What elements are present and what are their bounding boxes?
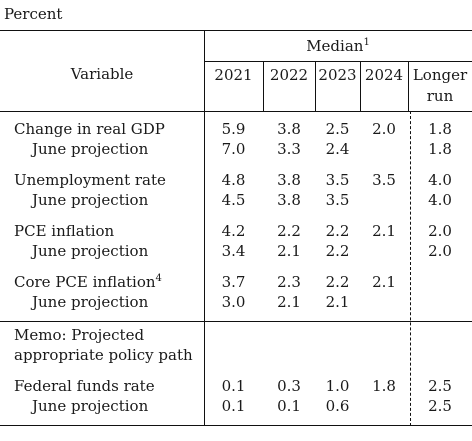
- label-column-divider: [204, 30, 205, 426]
- variable-column-header: Variable: [70, 65, 134, 83]
- cell-pce-2023: 2.2: [325, 222, 350, 240]
- core-pce-footnote-marker: 4: [155, 273, 162, 284]
- cell-pce-2024: 2.1: [372, 222, 396, 240]
- cell-real-gdp-june-2021: 7.0: [221, 140, 246, 158]
- cell-unemployment-2023: 3.5: [325, 171, 350, 189]
- cell-unemployment-june-2023: 3.5: [325, 191, 350, 209]
- row-label-pce-june: June projection: [32, 242, 149, 260]
- year-header-2022: 2022: [269, 66, 309, 84]
- row-label-fed-funds-june: June projection: [32, 397, 149, 415]
- cell-fed-funds-longer-run: 2.5: [428, 377, 452, 395]
- cell-fed-funds-2023: 1.0: [325, 377, 350, 395]
- row-label-real-gdp-june: June projection: [32, 140, 149, 158]
- cell-unemployment-june-2021: 4.5: [221, 191, 246, 209]
- row-label-federal-funds-rate: Federal funds rate: [14, 377, 155, 395]
- cell-fed-funds-june-2021: 0.1: [221, 397, 246, 415]
- cell-pce-june-2022: 2.1: [277, 242, 301, 260]
- row-label-core-pce: Core PCE inflation4: [14, 273, 162, 292]
- cell-real-gdp-2021: 5.9: [221, 120, 246, 138]
- cell-pce-june-2021: 3.4: [221, 242, 246, 260]
- longer-run-header-line2: run: [426, 87, 454, 105]
- col-divider-2022-2023: [315, 61, 316, 111]
- cell-fed-funds-june-2022: 0.1: [277, 397, 301, 415]
- cell-pce-june-longer-run: 2.0: [428, 242, 452, 260]
- cell-real-gdp-june-2022: 3.3: [277, 140, 301, 158]
- cell-unemployment-longer-run: 4.0: [428, 171, 452, 189]
- median-header-text: Median: [306, 37, 364, 55]
- projections-table: [0, 30, 472, 426]
- cell-real-gdp-2023: 2.5: [325, 120, 350, 138]
- cell-core-pce-june-2023: 2.1: [325, 293, 350, 311]
- cell-unemployment-june-longer-run: 4.0: [428, 191, 452, 209]
- cell-core-pce-2024: 2.1: [372, 273, 396, 291]
- cell-real-gdp-longer-run: 1.8: [428, 120, 452, 138]
- cell-pce-longer-run: 2.0: [428, 222, 452, 240]
- header-bottom-rule: [0, 111, 472, 112]
- cell-real-gdp-2022: 3.8: [277, 120, 301, 138]
- longer-run-header-line1: Longer: [412, 66, 468, 84]
- year-header-2023: 2023: [318, 66, 357, 84]
- memo-top-rule: [0, 321, 472, 322]
- cell-fed-funds-2021: 0.1: [221, 377, 246, 395]
- cell-pce-2021: 4.2: [221, 222, 246, 240]
- row-label-pce-inflation: PCE inflation: [14, 222, 115, 240]
- memo-label-line1: Memo: Projected: [14, 326, 145, 344]
- row-label-unemployment-june: June projection: [32, 191, 149, 209]
- cell-unemployment-2022: 3.8: [277, 171, 301, 189]
- cell-core-pce-june-2021: 3.0: [221, 293, 246, 311]
- cell-unemployment-2021: 4.8: [221, 171, 246, 189]
- cell-pce-june-2023: 2.2: [325, 242, 350, 260]
- memo-label-line2: appropriate policy path: [14, 346, 193, 364]
- cell-core-pce-2021: 3.7: [221, 273, 246, 291]
- col-divider-2024-longer: [408, 61, 409, 111]
- cell-core-pce-2023: 2.2: [325, 273, 350, 291]
- cell-real-gdp-june-2023: 2.4: [325, 140, 350, 158]
- col-divider-2021-2022: [263, 61, 264, 111]
- cell-fed-funds-june-2023: 0.6: [325, 397, 350, 415]
- longer-run-dashed-divider: [410, 111, 411, 426]
- unit-label: Percent: [4, 5, 63, 23]
- cell-unemployment-2024: 3.5: [372, 171, 396, 189]
- cell-pce-2022: 2.2: [277, 222, 301, 240]
- cell-core-pce-june-2022: 2.1: [277, 293, 301, 311]
- cell-fed-funds-june-longer-run: 2.5: [428, 397, 452, 415]
- year-header-2024: 2024: [364, 66, 404, 84]
- row-label-core-pce-june: June projection: [32, 293, 149, 311]
- cell-real-gdp-2024: 2.0: [372, 120, 396, 138]
- row-label-real-gdp: Change in real GDP: [14, 120, 165, 138]
- cell-fed-funds-2022: 0.3: [277, 377, 301, 395]
- cell-unemployment-june-2022: 3.8: [277, 191, 301, 209]
- row-label-core-pce-text: Core PCE inflation: [14, 273, 156, 291]
- median-underline: [204, 61, 472, 62]
- cell-core-pce-2022: 2.3: [277, 273, 301, 291]
- cell-real-gdp-june-longer-run: 1.8: [428, 140, 452, 158]
- median-header: Median1: [204, 37, 472, 56]
- col-divider-2023-2024: [360, 61, 361, 111]
- median-footnote-marker: 1: [363, 37, 370, 48]
- row-label-unemployment: Unemployment rate: [14, 171, 166, 189]
- year-header-2021: 2021: [214, 66, 253, 84]
- cell-fed-funds-2024: 1.8: [372, 377, 396, 395]
